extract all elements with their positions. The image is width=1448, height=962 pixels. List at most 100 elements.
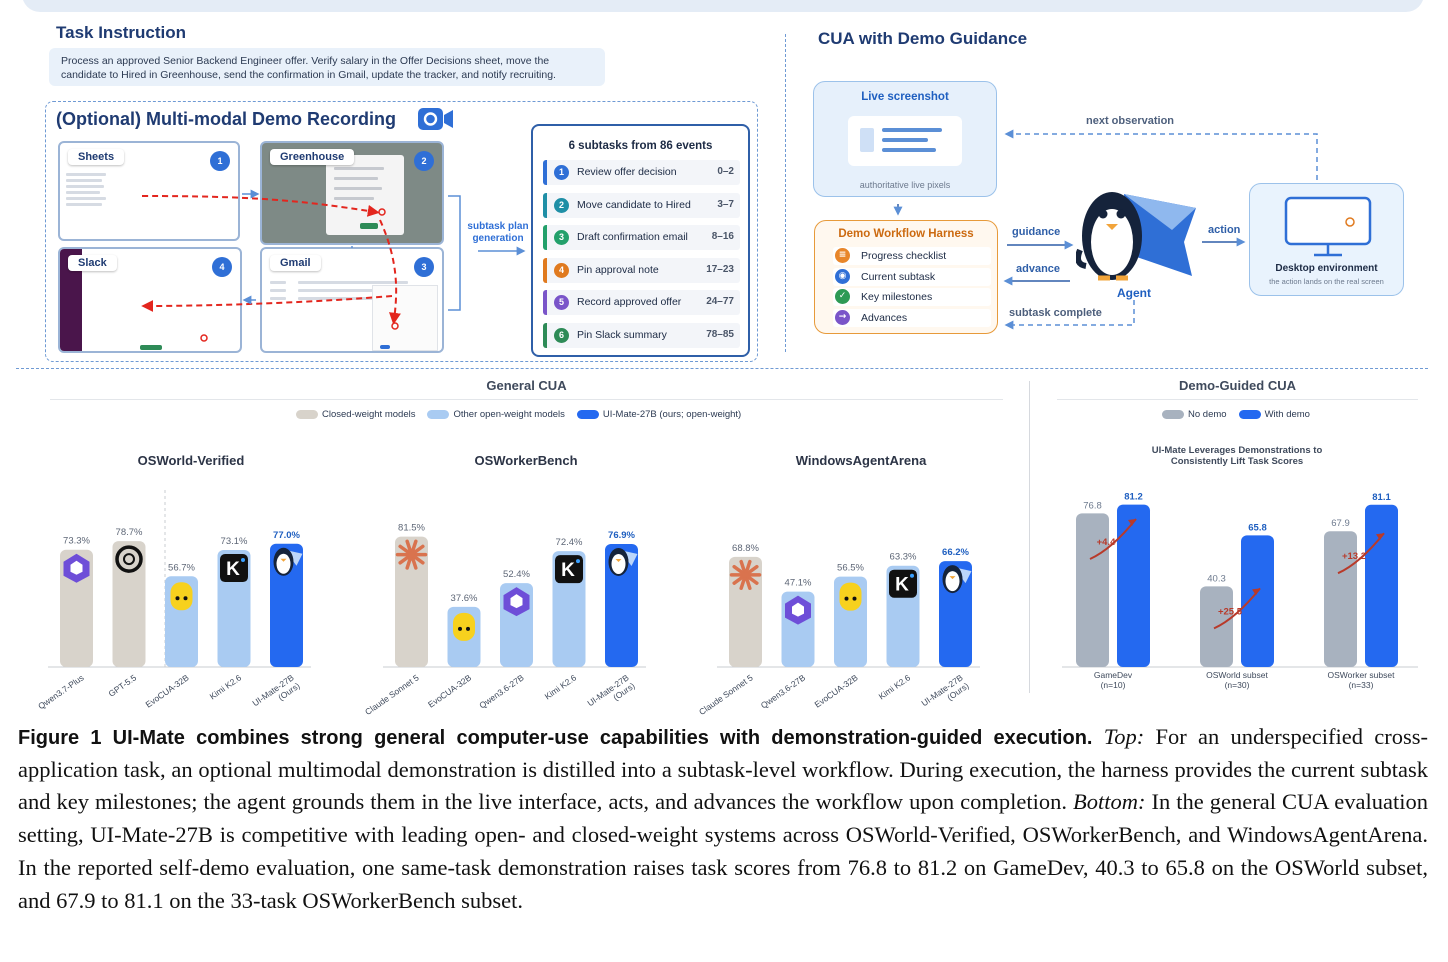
category-label: Claude Sonnet 5 (697, 672, 755, 717)
legend-no-demo: No demo (1162, 409, 1227, 420)
bar-value-label: 67.9 (1331, 518, 1350, 529)
subtask-complete-label: subtask complete (1009, 307, 1102, 319)
caption-top-text: For an underspecified cross-application … (18, 724, 1428, 815)
claude-logo-icon (742, 571, 749, 578)
ui-mate-penguin-belly (611, 553, 626, 574)
harness-item-label: Progress checklist (861, 250, 947, 262)
agent-label: Agent (1117, 286, 1151, 300)
delta-label: +13.2 (1342, 551, 1366, 562)
desktop-environment-box: Desktop environment the action lands on … (1249, 183, 1404, 296)
bar-value-label: 40.3 (1207, 573, 1226, 584)
bar (1117, 504, 1150, 667)
live-screenshot-title: Live screenshot (861, 91, 949, 103)
bar-value-label: 72.4% (556, 537, 583, 548)
bar-value-label: 77.0% (273, 530, 300, 541)
caption-top-label: Top: (1103, 724, 1145, 749)
category-label: EvoCUA-32B (426, 672, 473, 709)
cua-guidance-title: CUA with Demo Guidance (818, 29, 1028, 48)
desktop-subtitle: the action lands on the real screen (1269, 277, 1384, 286)
screen-number-badge: 4 (212, 257, 232, 277)
demo-guided-legend: No demo With demo (1162, 409, 1310, 420)
chart-title: OSWorld-Verified (138, 453, 245, 468)
bar (60, 549, 93, 667)
general-cua-title: General CUA (486, 378, 567, 393)
category-label: Qwen3.7-Plus (36, 672, 85, 711)
subtask-row: 6 Pin Slack summary 78–85 (543, 322, 740, 348)
category-label: EvoCUA-32B (812, 672, 859, 709)
openai-logo-inner (123, 553, 135, 566)
subtask-label: Move candidate to Hired (577, 198, 691, 211)
subtask-number: 3 (554, 230, 569, 245)
greenhouse-screenshot: Greenhouse 2 (260, 141, 444, 245)
subtask-label: Review offer decision (577, 166, 677, 178)
harness-item-label: Key milestones (861, 291, 933, 303)
kimi-logo-icon (889, 569, 917, 598)
bar-value-label: 65.8 (1248, 522, 1267, 533)
monitor-icon (1284, 196, 1372, 257)
bar (270, 543, 303, 667)
bar-value-label: 56.5% (837, 563, 864, 574)
bar-value-label: 68.8% (732, 543, 759, 554)
demo-recording-title: (Optional) Multi-modal Demo Recording (56, 109, 396, 129)
ui-mate-penguin-belly (945, 571, 960, 592)
screen-number-badge: 1 (210, 151, 230, 171)
live-screenshot-card (848, 116, 962, 166)
legend-swatch (1162, 410, 1184, 419)
bar-value-label: 81.5% (398, 523, 425, 534)
kimi-logo-dot (576, 559, 580, 564)
delta-label: +25.5 (1218, 606, 1243, 617)
legend-swatch (1238, 410, 1261, 419)
category-label: EvoCUA-32B (143, 672, 190, 709)
subtask-row: 4 Pin approval note 17–23 (543, 257, 740, 283)
qwen-logo-inner (70, 560, 83, 575)
evocua-eye (852, 596, 857, 601)
bar-value-label: 81.1 (1372, 492, 1391, 503)
legend-open: Other open-weight models (427, 409, 565, 420)
agent-penguin-icon (1076, 192, 1196, 281)
subtask-number: 1 (554, 165, 569, 180)
kimi-logo-letter: K (895, 575, 909, 596)
figure-caption: Figure 1 UI-Mate combines strong general… (18, 721, 1428, 917)
benchmark-charts: OSWorld-Verified 73.3% Qwen3.7-Plus 78.7% GP… (36, 445, 1418, 717)
openai-logo-icon (115, 545, 143, 573)
qwen-logo-inner (792, 602, 804, 617)
evocua-logo-icon (453, 612, 475, 641)
caption-figure-label: Figure 1 UI-Mate combines strong general… (18, 727, 1093, 749)
general-cua-rule (50, 399, 1003, 400)
subtask-event-range: 78–85 (706, 328, 734, 340)
bar (112, 541, 146, 667)
chart-title: Consistently Lift Task Scores (1171, 456, 1303, 467)
evocua-eye (458, 626, 462, 631)
harness-item-label: Current subtask (861, 270, 936, 283)
legend-ours: UI-Mate-27B (ours; open-weight) (576, 409, 741, 420)
bar-value-label: 63.3% (890, 552, 917, 563)
bar-value-label: 37.6% (451, 593, 478, 604)
category-note: (n=33) (1349, 680, 1374, 690)
top-band (22, 0, 1424, 12)
bar (1324, 531, 1357, 667)
delta-arrowhead (1376, 533, 1384, 541)
harness-item-icon: → (835, 309, 850, 325)
subtask-label: Draft confirmation email (577, 231, 688, 243)
subtask-event-range: 8–16 (711, 231, 734, 242)
subtask-number: 4 (554, 262, 569, 278)
ui-mate-penguin-beak (949, 576, 956, 580)
evocua-logo-icon (839, 582, 862, 611)
task-text-line-2: candidate to Hired in Greenhouse, send t… (61, 69, 556, 81)
harness-item: ✓ Key milestones (833, 288, 991, 306)
evocua-eye (183, 596, 188, 601)
delta-arrowhead (1128, 519, 1136, 526)
kimi-logo-icon (220, 554, 248, 583)
subtask-number: 5 (554, 295, 569, 310)
subtask-label: Record approved offer (577, 296, 682, 308)
action-label: action (1208, 224, 1241, 236)
category-label: OSWorker subset (1328, 670, 1396, 680)
bar (729, 556, 762, 667)
bar (395, 536, 428, 667)
guidance-label: guidance (1012, 226, 1061, 238)
bar-value-label: 66.2% (942, 547, 969, 558)
subtask-event-range: 3–7 (717, 198, 734, 210)
category-label: GPT-5.5 (106, 672, 138, 699)
harness-item: ≡ Progress checklist (833, 247, 991, 265)
category-label: Qwen3.6-27B (477, 672, 526, 710)
